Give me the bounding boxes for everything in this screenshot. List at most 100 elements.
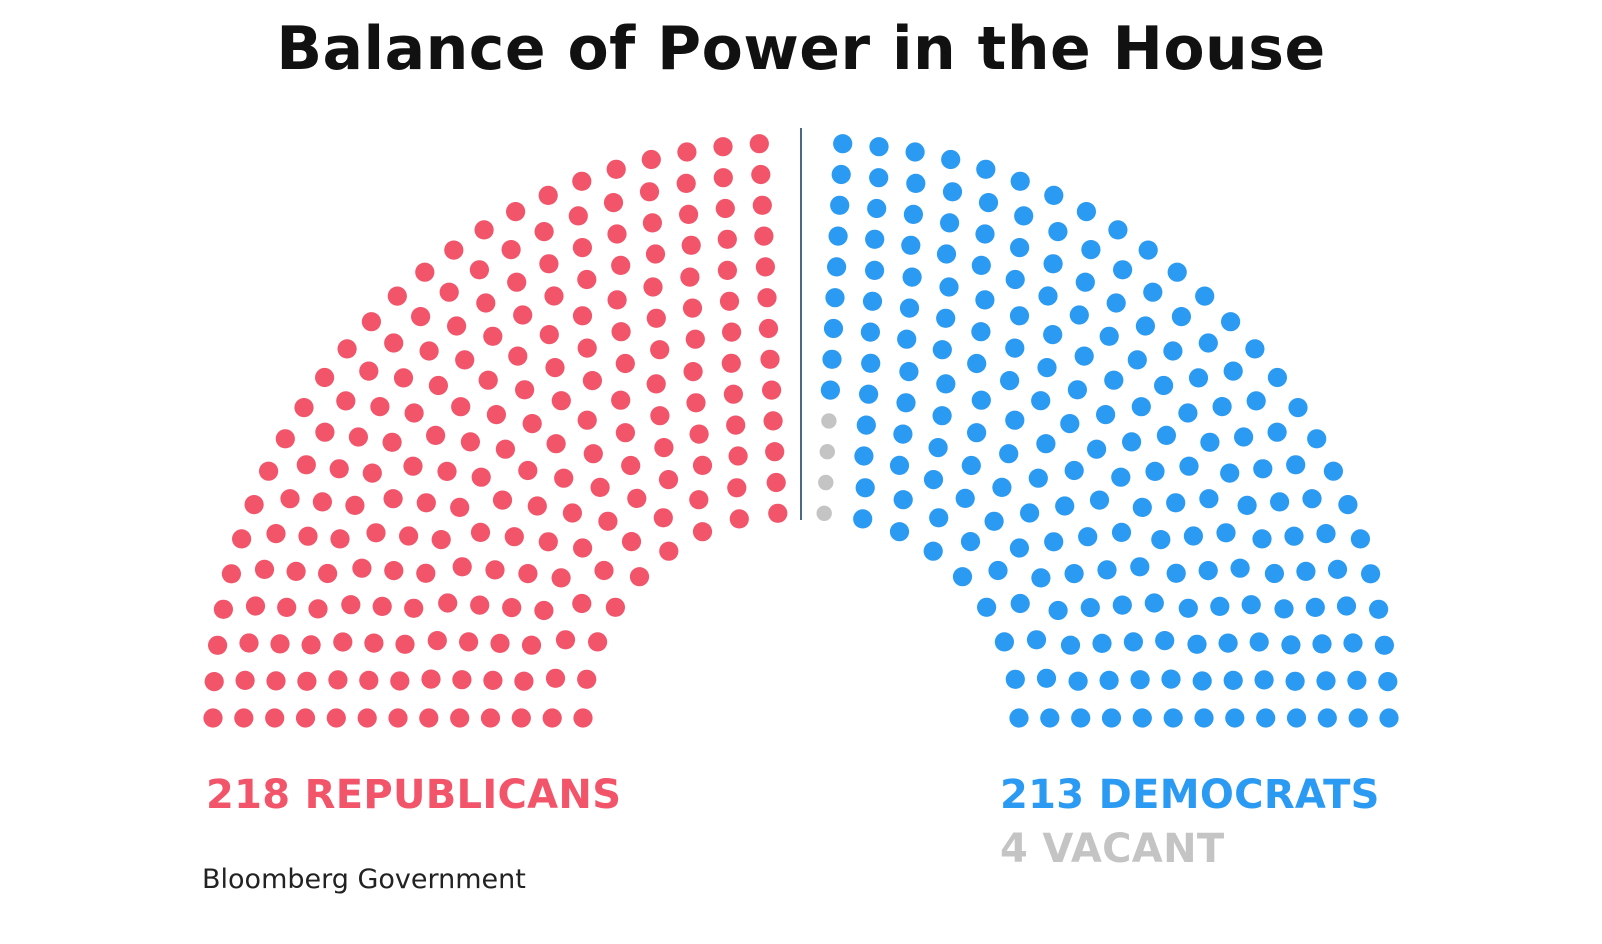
- seat-democrats: [856, 415, 876, 435]
- source-credit: Bloomberg Government: [202, 864, 526, 895]
- seat-republicans: [572, 593, 592, 614]
- seat-democrats: [1230, 558, 1250, 578]
- seat-republicans: [492, 490, 513, 510]
- seat-republicans: [677, 142, 697, 162]
- seat-democrats: [971, 255, 991, 275]
- seat-republicans: [359, 361, 379, 381]
- democrats-label: 213 DEMOCRATS: [1000, 772, 1380, 818]
- seat-republicans: [757, 288, 777, 308]
- seat-republicans: [404, 403, 424, 423]
- seat-republicans: [658, 470, 679, 490]
- seat-democrats: [1163, 708, 1183, 728]
- seat-democrats: [1350, 529, 1370, 549]
- seat-republicans: [588, 632, 608, 652]
- seat-democrats: [1179, 456, 1199, 476]
- seat-democrats: [939, 277, 959, 297]
- seat-republicans: [521, 635, 542, 655]
- seat-republicans: [686, 393, 706, 413]
- seat-republicans: [301, 635, 321, 655]
- seat-republicans: [598, 511, 618, 531]
- seat-democrats: [1312, 634, 1332, 654]
- seat-democrats: [1010, 238, 1030, 258]
- seat-republicans: [372, 596, 392, 617]
- seat-democrats: [1267, 422, 1287, 442]
- seat-republicans: [393, 368, 414, 388]
- seat-democrats: [1005, 269, 1025, 290]
- seat-democrats: [1286, 455, 1306, 475]
- seat-republicans: [474, 220, 494, 240]
- seat-democrats: [1010, 171, 1030, 191]
- seat-republicans: [244, 495, 264, 515]
- seat-republicans: [203, 708, 223, 728]
- seat-democrats: [1225, 708, 1245, 728]
- seat-democrats: [1135, 316, 1155, 336]
- seat-democrats: [955, 488, 975, 508]
- seat-republicans: [330, 529, 350, 549]
- seat-vacant: [819, 444, 835, 460]
- seat-democrats: [1361, 564, 1381, 584]
- seat-democrats: [1241, 595, 1261, 615]
- seat-democrats: [1163, 341, 1183, 361]
- seat-democrats: [1104, 370, 1124, 390]
- seat-republicans: [692, 522, 713, 542]
- seat-republicans: [483, 326, 503, 346]
- seat-republicans: [384, 561, 404, 581]
- seat-democrats: [975, 290, 995, 310]
- seat-republicans: [419, 341, 439, 361]
- seat-democrats: [923, 470, 944, 490]
- seat-democrats: [1009, 306, 1030, 326]
- seat-democrats: [830, 195, 850, 215]
- seat-democrats: [1031, 568, 1051, 588]
- seat-democrats: [984, 511, 1004, 531]
- seat-republicans: [768, 503, 788, 523]
- seat-republicans: [505, 202, 526, 222]
- seat-democrats: [820, 380, 841, 400]
- seat-republicans: [341, 595, 361, 615]
- seat-republicans: [680, 267, 700, 287]
- seat-republicans: [259, 461, 279, 481]
- seat-republicans: [416, 493, 436, 513]
- seat-republicans: [534, 600, 554, 621]
- seat-democrats: [825, 288, 845, 308]
- seat-democrats: [1009, 708, 1029, 728]
- seat-democrats: [1122, 432, 1142, 452]
- seat-democrats: [1348, 708, 1368, 728]
- seat-democrats: [1014, 206, 1034, 226]
- seat-republicans: [527, 496, 547, 516]
- chart-title: Balance of Power in the House: [276, 14, 1326, 84]
- seat-democrats: [1097, 560, 1117, 580]
- seat-republicans: [607, 290, 627, 310]
- seat-republicans: [359, 670, 379, 691]
- seat-democrats: [1195, 286, 1215, 306]
- seat-democrats: [1166, 563, 1186, 583]
- seat-democrats: [854, 446, 874, 466]
- seat-republicans: [286, 561, 306, 582]
- seat-republicans: [627, 488, 647, 508]
- seat-democrats: [1343, 633, 1363, 653]
- seat-democrats: [1048, 600, 1068, 621]
- seat-democrats: [1210, 596, 1230, 617]
- seat-republicans: [766, 472, 786, 493]
- seat-republicans: [502, 598, 522, 618]
- seat-republicans: [480, 708, 501, 728]
- seat-republicans: [450, 497, 470, 517]
- seat-republicans: [545, 668, 566, 688]
- seat-republicans: [544, 286, 564, 306]
- seat-democrats: [1286, 708, 1307, 728]
- seat-republicans: [490, 633, 510, 654]
- seat-republicans: [611, 390, 631, 410]
- seat-democrats: [988, 560, 1008, 581]
- seat-democrats: [1302, 489, 1322, 509]
- seat-democrats: [1200, 432, 1220, 452]
- seat-democrats: [936, 244, 957, 264]
- seat-republicans: [728, 446, 748, 466]
- seat-democrats: [1316, 671, 1336, 691]
- seat-republicans: [685, 329, 705, 349]
- seat-democrats: [833, 134, 853, 154]
- seat-democrats: [1151, 530, 1171, 550]
- seat-democrats: [960, 532, 981, 552]
- seat-republicans: [415, 262, 435, 282]
- seat-democrats: [971, 390, 991, 410]
- seat-democrats: [1005, 338, 1025, 358]
- seat-democrats: [865, 260, 885, 280]
